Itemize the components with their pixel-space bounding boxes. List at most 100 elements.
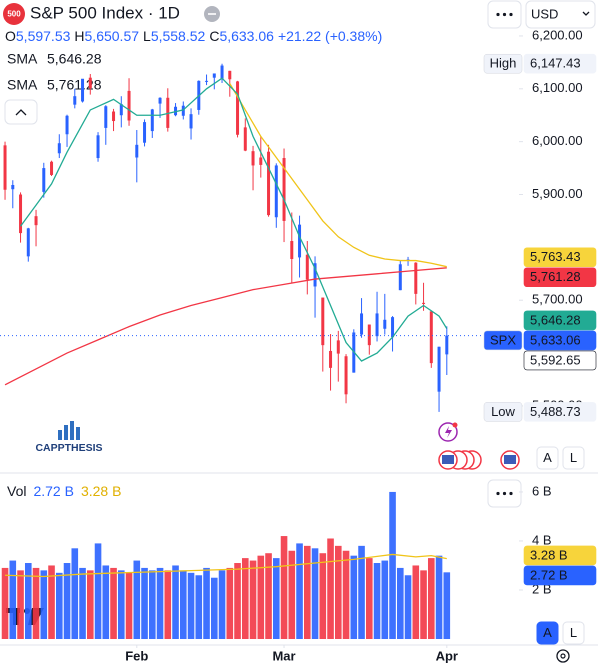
- settings-icon[interactable]: [556, 649, 570, 663]
- volume-legend-value: 2.72 B: [33, 483, 73, 499]
- volume-bar: [234, 563, 241, 639]
- volume-bar: [265, 553, 272, 639]
- indicator-line: [4, 267, 447, 386]
- volume-bar: [350, 555, 358, 639]
- volume-bar: [71, 548, 79, 639]
- ohlc-key: H: [74, 28, 84, 44]
- candle-body: [73, 96, 77, 105]
- price-tag: [523, 267, 597, 288]
- candle-body: [422, 302, 426, 304]
- scale-button[interactable]: [562, 446, 585, 470]
- collapse-legend-button[interactable]: [4, 99, 38, 125]
- volume-bar: [17, 570, 24, 639]
- watermark-text: CAPPTHESIS: [35, 442, 102, 454]
- price-tag-label: 5,633.06: [530, 332, 581, 347]
- change-value: +21.22 (+0.38%): [278, 28, 382, 44]
- menu-dot: [502, 12, 507, 17]
- study-value: 5,646.28: [47, 51, 102, 67]
- volume-bar: [280, 536, 288, 639]
- volume-bar: [427, 558, 435, 639]
- volume-bar: [48, 565, 55, 639]
- volume-bar: [365, 558, 373, 639]
- candle-body: [150, 109, 154, 132]
- x-tick-label: Feb: [125, 648, 148, 663]
- ohlc-value: 5,597.53: [16, 28, 71, 44]
- settings-icon-center: [560, 653, 566, 659]
- volume-legend: Vol 2.72 B 3.28 B: [7, 483, 121, 499]
- candle-body: [174, 106, 178, 116]
- volume-bar: [241, 558, 249, 639]
- event-dot: [452, 422, 458, 428]
- y-tick-label: 5,700.00: [532, 292, 583, 307]
- candle-body: [298, 224, 302, 258]
- price-tag-label: 5,488.73: [530, 404, 581, 419]
- candle-body: [26, 228, 30, 257]
- candle-body: [313, 263, 317, 287]
- candle-body: [19, 194, 23, 234]
- volume-bar: [389, 491, 396, 639]
- candle-body: [329, 350, 333, 368]
- price-tag: [523, 350, 597, 371]
- ohlc-value: 5,558.52: [151, 28, 206, 44]
- y-tick-label: 4 B: [532, 532, 552, 547]
- price-tag: [523, 310, 597, 331]
- candle-body: [212, 73, 216, 78]
- currency-button[interactable]: [525, 0, 596, 29]
- volume-bar: [226, 567, 234, 639]
- candle-body: [181, 105, 185, 116]
- volume-bar: [110, 567, 117, 639]
- volume-bar: [296, 543, 303, 639]
- candle-body: [243, 127, 247, 151]
- menu-dot: [496, 12, 500, 17]
- candle-body: [81, 78, 85, 102]
- volume-bar: [334, 545, 342, 639]
- volume-bar: [86, 570, 94, 639]
- indicator-line: [5, 553, 447, 578]
- volume-bar: [9, 560, 17, 639]
- y-tick-label: 6,000.00: [532, 133, 583, 148]
- candle-body: [135, 144, 139, 158]
- volume-bar: [210, 577, 218, 639]
- flag-canton: [442, 455, 454, 464]
- scale-button[interactable]: [536, 621, 559, 645]
- ohlc-value: 5,650.57: [85, 28, 140, 44]
- watermark-bar: [76, 427, 80, 440]
- scale-button-label: L: [570, 450, 577, 465]
- price-tag-label: 2.72 B: [530, 567, 568, 582]
- tag-title-box: [483, 53, 523, 74]
- candle-body: [398, 264, 402, 291]
- candle-body: [205, 80, 209, 82]
- candle-body: [259, 157, 263, 165]
- watermark-bar: [64, 425, 68, 440]
- volume-bar: [24, 563, 32, 639]
- watermark-bar: [70, 421, 74, 440]
- scale-button[interactable]: [536, 446, 559, 470]
- candle-body: [437, 346, 441, 392]
- price-tag-label: 5,592.65: [530, 352, 581, 367]
- candle-body: [143, 122, 147, 143]
- volume-bar: [319, 553, 327, 639]
- y-tick-label: 6 B: [532, 483, 552, 498]
- price-tag: [523, 545, 597, 566]
- volume-bar: [203, 567, 210, 639]
- candle-body: [96, 135, 100, 159]
- volume-bar: [148, 570, 156, 639]
- candle-body: [65, 115, 69, 135]
- lightning-icon: [445, 426, 452, 438]
- volume-bar: [412, 565, 420, 639]
- x-tick-label: Mar: [272, 648, 295, 663]
- volume-bar: [373, 563, 381, 639]
- chevron-up: [15, 109, 27, 116]
- ohlc-key: O: [5, 28, 16, 44]
- candle-body: [189, 114, 193, 129]
- watermark-logo: CAPPTHESIS: [33, 416, 105, 456]
- candle-body: [383, 319, 387, 329]
- price-tag-label: 5,763.43: [530, 249, 581, 264]
- candle-body: [127, 90, 131, 121]
- volume-bar: [133, 560, 141, 639]
- volume-bar: [327, 538, 334, 639]
- candle-body: [429, 311, 433, 364]
- scale-button[interactable]: [562, 621, 585, 645]
- candle-body: [344, 356, 348, 395]
- candle-body: [220, 65, 224, 80]
